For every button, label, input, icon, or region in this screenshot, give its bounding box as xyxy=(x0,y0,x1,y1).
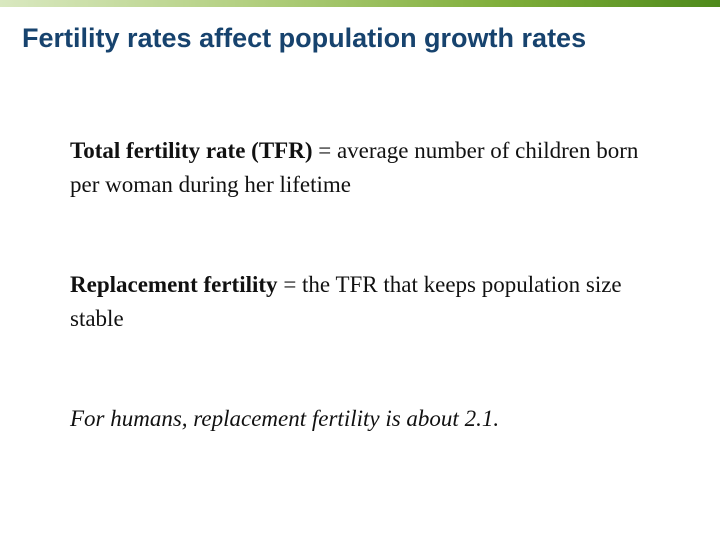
definition-tfr: Total fertility rate (TFR) = average num… xyxy=(70,134,670,202)
definition-replacement-fertility-text: = the TFR that keeps population size sta… xyxy=(70,272,622,331)
title-accent-bar xyxy=(0,0,720,7)
definition-tfr-text: = average number of children born per wo… xyxy=(70,138,639,197)
term-tfr: Total fertility rate (TFR) xyxy=(70,138,313,163)
human-replacement-note: For humans, replacement fertility is abo… xyxy=(70,406,500,431)
term-replacement-fertility: Replacement fertility xyxy=(70,272,278,297)
definition-replacement-fertility: Replacement fertility = the TFR that kee… xyxy=(70,268,670,336)
slide-title: Fertility rates affect population growth… xyxy=(22,23,587,53)
